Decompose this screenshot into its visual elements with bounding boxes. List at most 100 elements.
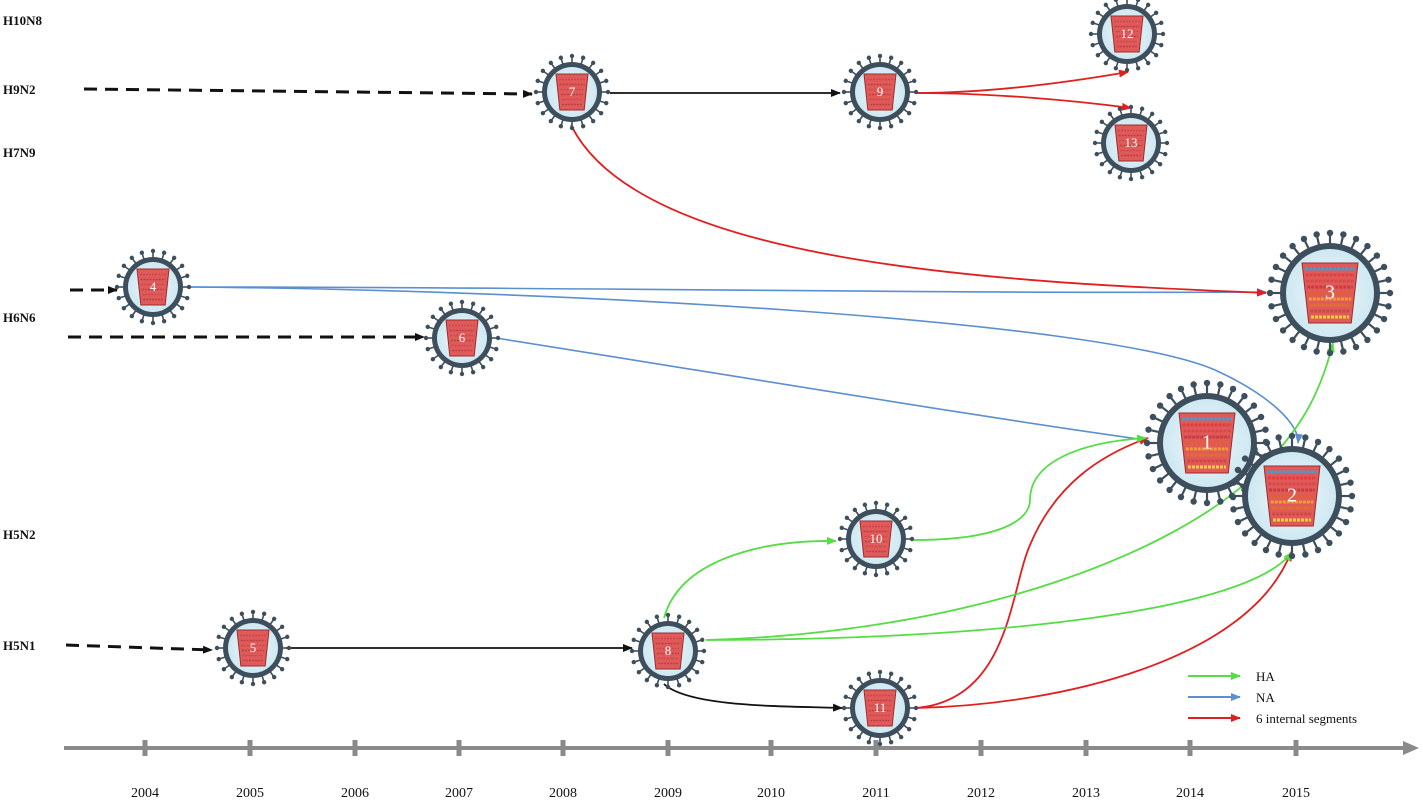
virus-spike-tip — [862, 502, 868, 507]
virus-spike-tip — [161, 319, 167, 324]
subtype-label-h5n1: H5N1 — [3, 638, 36, 653]
virus-spike-tip — [438, 306, 444, 312]
virus-spike-tip — [841, 705, 847, 711]
virus-spike-tip — [906, 68, 912, 74]
virus-spike-tip — [694, 627, 700, 633]
virus-spike-tip — [129, 313, 135, 319]
virus-spike-tip — [1139, 175, 1145, 180]
virus-spike-tip — [171, 313, 177, 319]
virus-spike-tip — [1103, 60, 1109, 66]
virus-spike-tip — [1107, 111, 1113, 117]
virus-spike-tip — [1092, 140, 1098, 146]
virus-spike-tip — [1300, 235, 1308, 243]
virus-spike-tip — [1163, 129, 1168, 135]
virus-node-10: 10 — [837, 500, 915, 578]
virus-spike-tip — [558, 124, 564, 129]
year-label-2006: 2006 — [341, 786, 369, 800]
virus-spike-tip — [856, 676, 862, 682]
virus-spike-tip — [852, 565, 858, 571]
virus-spike-tip — [459, 299, 465, 305]
na-arrow-4-to-2 — [189, 286, 1303, 444]
virus-spike-tip — [1302, 434, 1309, 441]
virus-spike-tip — [261, 611, 267, 616]
virus-spike-tip — [548, 60, 554, 66]
virus-spike-tip — [848, 110, 854, 116]
virus-spike-tip — [898, 676, 904, 682]
introduction-arrows — [65, 87, 533, 654]
na-arrows — [189, 286, 1303, 444]
virus-spike-tip — [1088, 31, 1094, 37]
virus-spike-tip — [1241, 455, 1249, 462]
virus-spike-tip — [1385, 303, 1392, 310]
axis-tick — [1187, 740, 1193, 756]
axis-tick — [456, 740, 462, 756]
virus-spike-tip — [1177, 493, 1185, 501]
virus-nodes: 1 2 3 4 5 6 7 8 9 10 11 12 13 — [114, 0, 1394, 747]
virus-spike-tip — [271, 674, 277, 680]
lineage-arrow-8-to-11 — [663, 683, 843, 712]
virus-spike-tip — [494, 346, 499, 352]
virus-spike-tip — [848, 726, 854, 732]
virus-spike-tip — [1289, 242, 1296, 250]
ha-arrow-8-to-2 — [705, 551, 1293, 641]
virus-node-3: 3 — [1266, 229, 1394, 357]
virus-spike-tip — [1145, 426, 1152, 433]
virus-spike-tip — [1156, 402, 1164, 409]
virus-node-number: 7 — [569, 84, 576, 99]
virus-spike-tip — [856, 734, 862, 740]
virus-spike-tip — [1159, 20, 1164, 26]
year-label-2008: 2008 — [549, 786, 577, 800]
virus-spike-tip — [1164, 140, 1170, 146]
virus-spike-tip — [644, 677, 650, 683]
virus-spike-tip — [1124, 67, 1130, 73]
virus-spike-tip — [866, 671, 872, 676]
virus-core — [236, 629, 270, 667]
virus-node-number: 2 — [1287, 485, 1297, 507]
virus-spike-tip — [686, 677, 692, 683]
virus-node-number: 8 — [665, 643, 672, 658]
virus-spike-tip — [604, 100, 609, 106]
year-label-2014: 2014 — [1176, 786, 1204, 800]
virus-spike-tip — [1335, 530, 1343, 537]
virus-spike-tip — [1326, 349, 1334, 357]
virus-core — [136, 268, 170, 306]
internal-arrow-7-to-3 — [570, 124, 1267, 297]
virus-spike-tip — [1364, 242, 1371, 250]
virus-spike-tip — [540, 110, 546, 116]
virus-spike-tip — [150, 320, 156, 326]
virus-spike-tip — [898, 60, 904, 66]
virus-spike-tip — [1380, 263, 1388, 271]
virus-core — [1110, 15, 1144, 53]
virus-node-number: 4 — [150, 279, 157, 294]
virus-spike-tip — [839, 547, 844, 553]
virus-spike-tip — [1288, 432, 1296, 440]
virus-spike-tip — [912, 78, 917, 84]
virus-spike-tip — [1095, 52, 1101, 58]
virus-node-7: 7 — [533, 53, 611, 131]
virus-spike-tip — [1190, 381, 1197, 388]
internal-arrows — [570, 69, 1292, 709]
virus-spike-tip — [1190, 498, 1197, 505]
virus-spike-tip — [1163, 151, 1168, 157]
internal-arrow-9-to-13 — [915, 92, 1132, 111]
virus-spike-tip — [676, 614, 682, 619]
virus-node-number: 3 — [1325, 282, 1335, 304]
virus-spike-tip — [912, 694, 917, 700]
virus-spike-tip — [866, 124, 872, 129]
lineage-arrows — [286, 89, 843, 712]
subtype-labels: H10N8 H9N2 H7N9 H6N6 H5N2 H5N1 — [3, 13, 43, 653]
virus-spike-tip — [694, 669, 700, 675]
virus-spike-tip — [569, 53, 575, 59]
virus-spike-tip — [1272, 315, 1280, 323]
virus-spike-tip — [1107, 169, 1113, 175]
virus-spike-tip — [665, 684, 671, 690]
virus-spike-tip — [271, 616, 277, 622]
virus-spike-tip — [1275, 551, 1282, 558]
virus-spike-tip — [1090, 20, 1095, 26]
virus-spike-tip — [1117, 175, 1123, 180]
virus-spike-tip — [533, 89, 539, 95]
virus-spike-tip — [848, 68, 854, 74]
virus-spike-tip — [1275, 434, 1282, 441]
virus-node-number: 13 — [1125, 135, 1138, 150]
virus-spike-tip — [873, 572, 879, 578]
